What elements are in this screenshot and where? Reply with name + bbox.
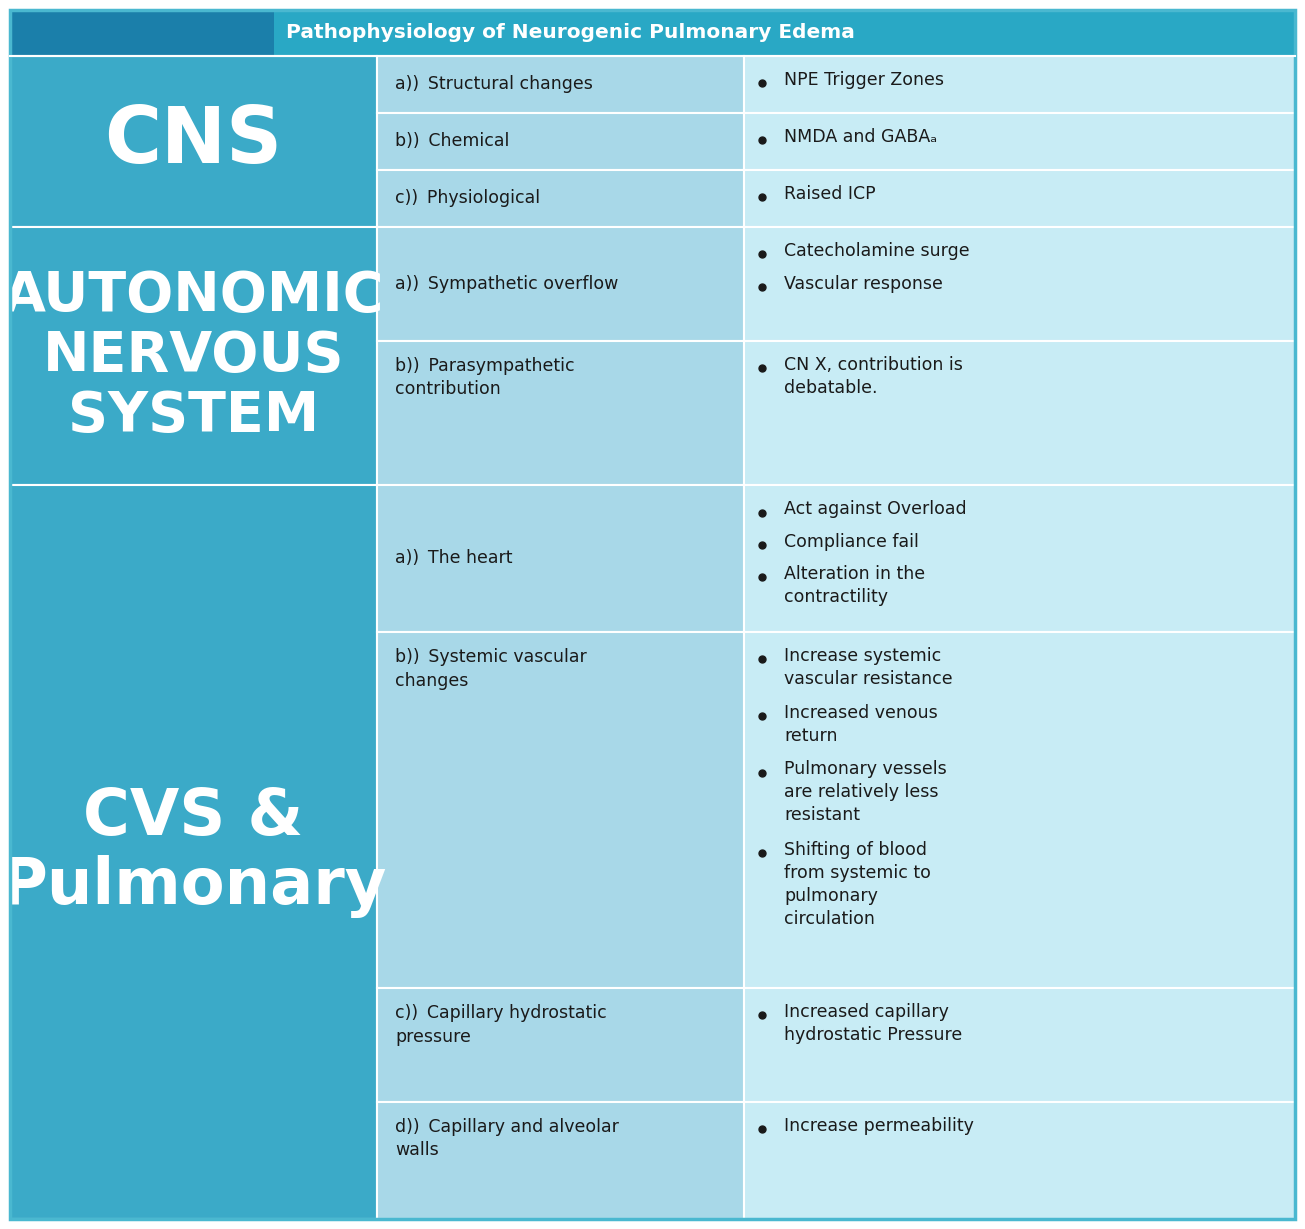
Bar — [10, 57, 377, 227]
Text: Shifting of blood
from systemic to
pulmonary
circulation: Shifting of blood from systemic to pulmo… — [784, 842, 932, 928]
Bar — [377, 485, 744, 632]
Bar — [744, 1101, 1295, 1219]
Text: b)) Parasympathetic
contribution: b)) Parasympathetic contribution — [395, 356, 574, 398]
Bar — [377, 340, 744, 485]
Text: CNS: CNS — [104, 103, 283, 179]
Text: Pathophysiology of Neurogenic Pulmonary Edema: Pathophysiology of Neurogenic Pulmonary … — [286, 23, 855, 43]
Text: Act against Overload: Act against Overload — [784, 500, 967, 519]
Bar — [377, 170, 744, 227]
Bar — [377, 1101, 744, 1219]
Text: d)) Capillary and alveolar
walls: d)) Capillary and alveolar walls — [395, 1118, 619, 1159]
Text: b)) Chemical: b)) Chemical — [395, 133, 509, 150]
Text: AUTONOMIC
NERVOUS
SYSTEM: AUTONOMIC NERVOUS SYSTEM — [3, 269, 384, 444]
Bar — [10, 10, 274, 57]
Text: a)) Sympathetic overflow: a)) Sympathetic overflow — [395, 275, 619, 293]
Bar — [377, 57, 744, 113]
Text: Increase permeability: Increase permeability — [784, 1117, 974, 1134]
Text: Vascular response: Vascular response — [784, 274, 944, 293]
Bar — [377, 988, 744, 1101]
Text: a)) The heart: a)) The heart — [395, 549, 513, 568]
Text: NPE Trigger Zones: NPE Trigger Zones — [784, 71, 945, 90]
Bar — [744, 227, 1295, 340]
Bar — [377, 632, 744, 988]
Bar — [377, 113, 744, 170]
Text: Pulmonary vessels
are relatively less
resistant: Pulmonary vessels are relatively less re… — [784, 761, 947, 825]
Text: Increased capillary
hydrostatic Pressure: Increased capillary hydrostatic Pressure — [784, 1003, 963, 1043]
Bar — [10, 227, 377, 485]
Bar — [744, 170, 1295, 227]
Text: Catecholamine surge: Catecholamine surge — [784, 242, 970, 261]
Bar — [744, 632, 1295, 988]
Bar — [744, 485, 1295, 632]
Text: CVS &
Pulmonary: CVS & Pulmonary — [0, 785, 386, 918]
Text: Compliance fail: Compliance fail — [784, 532, 919, 551]
Text: c)) Physiological: c)) Physiological — [395, 189, 540, 208]
Text: Increased venous
return: Increased venous return — [784, 704, 938, 745]
Text: Alteration in the
contractility: Alteration in the contractility — [784, 565, 925, 606]
Text: b)) Systemic vascular
changes: b)) Systemic vascular changes — [395, 648, 587, 689]
Bar — [377, 227, 744, 340]
Bar — [10, 485, 377, 1219]
Text: c)) Capillary hydrostatic
pressure: c)) Capillary hydrostatic pressure — [395, 1004, 607, 1046]
Text: Increase systemic
vascular resistance: Increase systemic vascular resistance — [784, 648, 953, 688]
Text: Raised ICP: Raised ICP — [784, 186, 876, 203]
Bar — [744, 57, 1295, 113]
Bar — [744, 340, 1295, 485]
Bar — [10, 10, 1295, 57]
Bar — [744, 988, 1295, 1101]
Text: NMDA and GABAₐ: NMDA and GABAₐ — [784, 128, 937, 146]
Text: a)) Structural changes: a)) Structural changes — [395, 75, 592, 93]
Bar — [744, 113, 1295, 170]
Text: CN X, contribution is
debatable.: CN X, contribution is debatable. — [784, 356, 963, 397]
